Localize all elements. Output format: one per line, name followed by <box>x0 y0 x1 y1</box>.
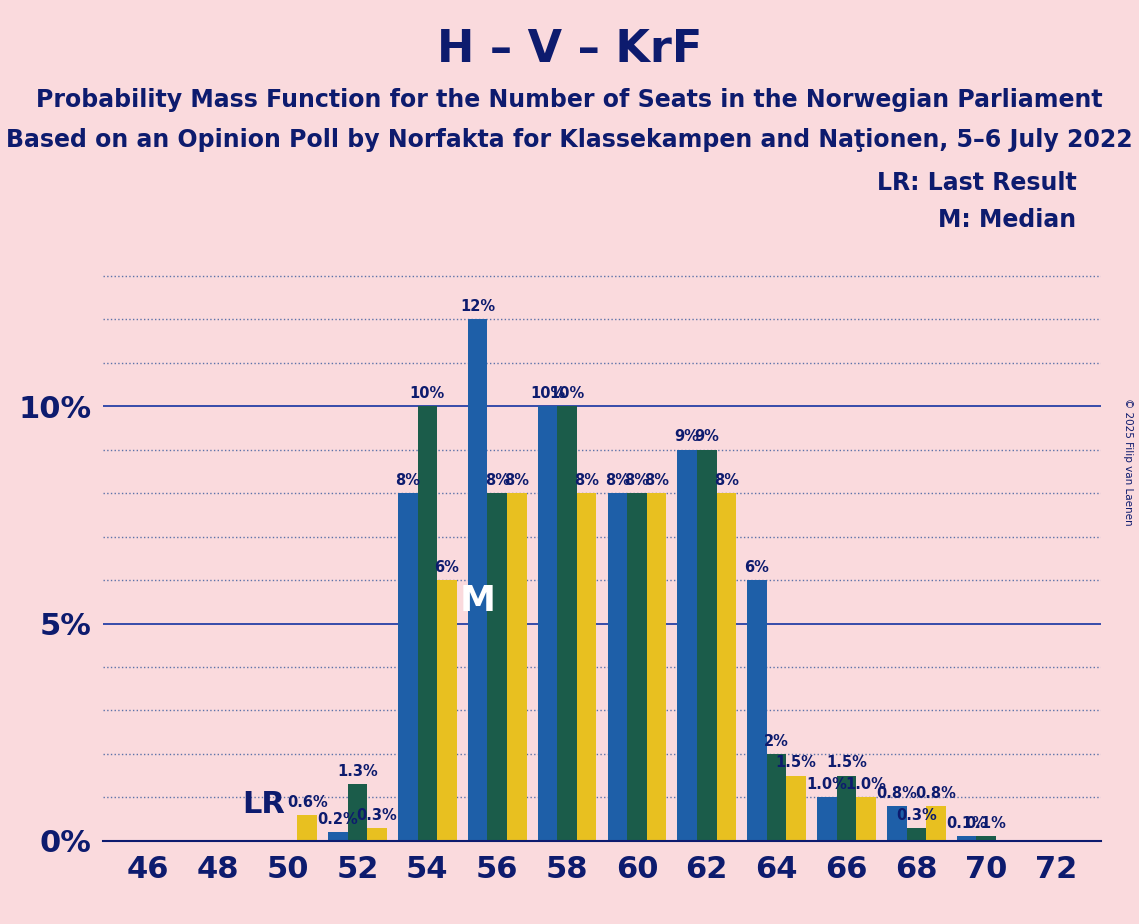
Text: 8%: 8% <box>485 473 509 488</box>
Text: 0.1%: 0.1% <box>966 816 1007 832</box>
Text: 1.3%: 1.3% <box>337 764 378 779</box>
Text: 9%: 9% <box>695 430 719 444</box>
Bar <box>398 493 418 841</box>
Text: 8%: 8% <box>605 473 630 488</box>
Bar <box>437 580 457 841</box>
Text: 1.5%: 1.5% <box>826 756 867 771</box>
Bar <box>607 493 628 841</box>
Text: 0.3%: 0.3% <box>357 808 398 822</box>
Text: 8%: 8% <box>624 473 649 488</box>
Text: 8%: 8% <box>505 473 530 488</box>
Bar <box>468 320 487 841</box>
Text: 10%: 10% <box>410 386 445 401</box>
Bar <box>716 493 736 841</box>
Bar <box>926 806 945 841</box>
Text: M: Median: M: Median <box>939 208 1076 232</box>
Bar <box>857 797 876 841</box>
Text: H – V – KrF: H – V – KrF <box>437 28 702 71</box>
Text: 0.8%: 0.8% <box>916 785 957 801</box>
Text: 0.2%: 0.2% <box>318 812 359 827</box>
Text: 9%: 9% <box>674 430 699 444</box>
Text: 10%: 10% <box>549 386 584 401</box>
Bar <box>678 450 697 841</box>
Bar <box>297 815 317 841</box>
Text: 8%: 8% <box>574 473 599 488</box>
Text: 10%: 10% <box>530 386 565 401</box>
Bar <box>747 580 767 841</box>
Bar <box>817 797 837 841</box>
Bar <box>557 407 576 841</box>
Bar <box>647 493 666 841</box>
Text: 0.8%: 0.8% <box>876 785 917 801</box>
Bar <box>767 754 786 841</box>
Bar <box>697 450 716 841</box>
Bar <box>957 836 976 841</box>
Text: 0.3%: 0.3% <box>896 808 936 822</box>
Bar <box>507 493 526 841</box>
Text: M: M <box>460 584 495 618</box>
Text: 12%: 12% <box>460 299 495 314</box>
Text: 0.1%: 0.1% <box>947 816 988 832</box>
Text: Based on an Opinion Poll by Norfakta for Klassekampen and Naţionen, 5–6 July 202: Based on an Opinion Poll by Norfakta for… <box>6 128 1133 152</box>
Text: 8%: 8% <box>714 473 739 488</box>
Bar <box>418 407 437 841</box>
Bar <box>538 407 557 841</box>
Bar <box>576 493 597 841</box>
Bar <box>487 493 507 841</box>
Text: Probability Mass Function for the Number of Seats in the Norwegian Parliament: Probability Mass Function for the Number… <box>36 88 1103 112</box>
Text: 1.0%: 1.0% <box>806 777 847 792</box>
Bar <box>907 828 926 841</box>
Text: 0.6%: 0.6% <box>287 795 328 809</box>
Bar <box>976 836 995 841</box>
Text: 2%: 2% <box>764 734 789 748</box>
Text: 8%: 8% <box>395 473 420 488</box>
Text: 1.5%: 1.5% <box>776 756 817 771</box>
Bar <box>837 775 857 841</box>
Text: LR: LR <box>243 790 286 819</box>
Bar <box>347 784 367 841</box>
Bar <box>628 493 647 841</box>
Text: 1.0%: 1.0% <box>845 777 886 792</box>
Text: 6%: 6% <box>745 560 770 575</box>
Text: 8%: 8% <box>644 473 669 488</box>
Bar <box>367 828 387 841</box>
Text: LR: Last Result: LR: Last Result <box>877 171 1076 195</box>
Bar <box>786 775 806 841</box>
Bar <box>887 806 907 841</box>
Text: 6%: 6% <box>434 560 459 575</box>
Text: © 2025 Filip van Laenen: © 2025 Filip van Laenen <box>1123 398 1132 526</box>
Bar <box>328 833 347 841</box>
